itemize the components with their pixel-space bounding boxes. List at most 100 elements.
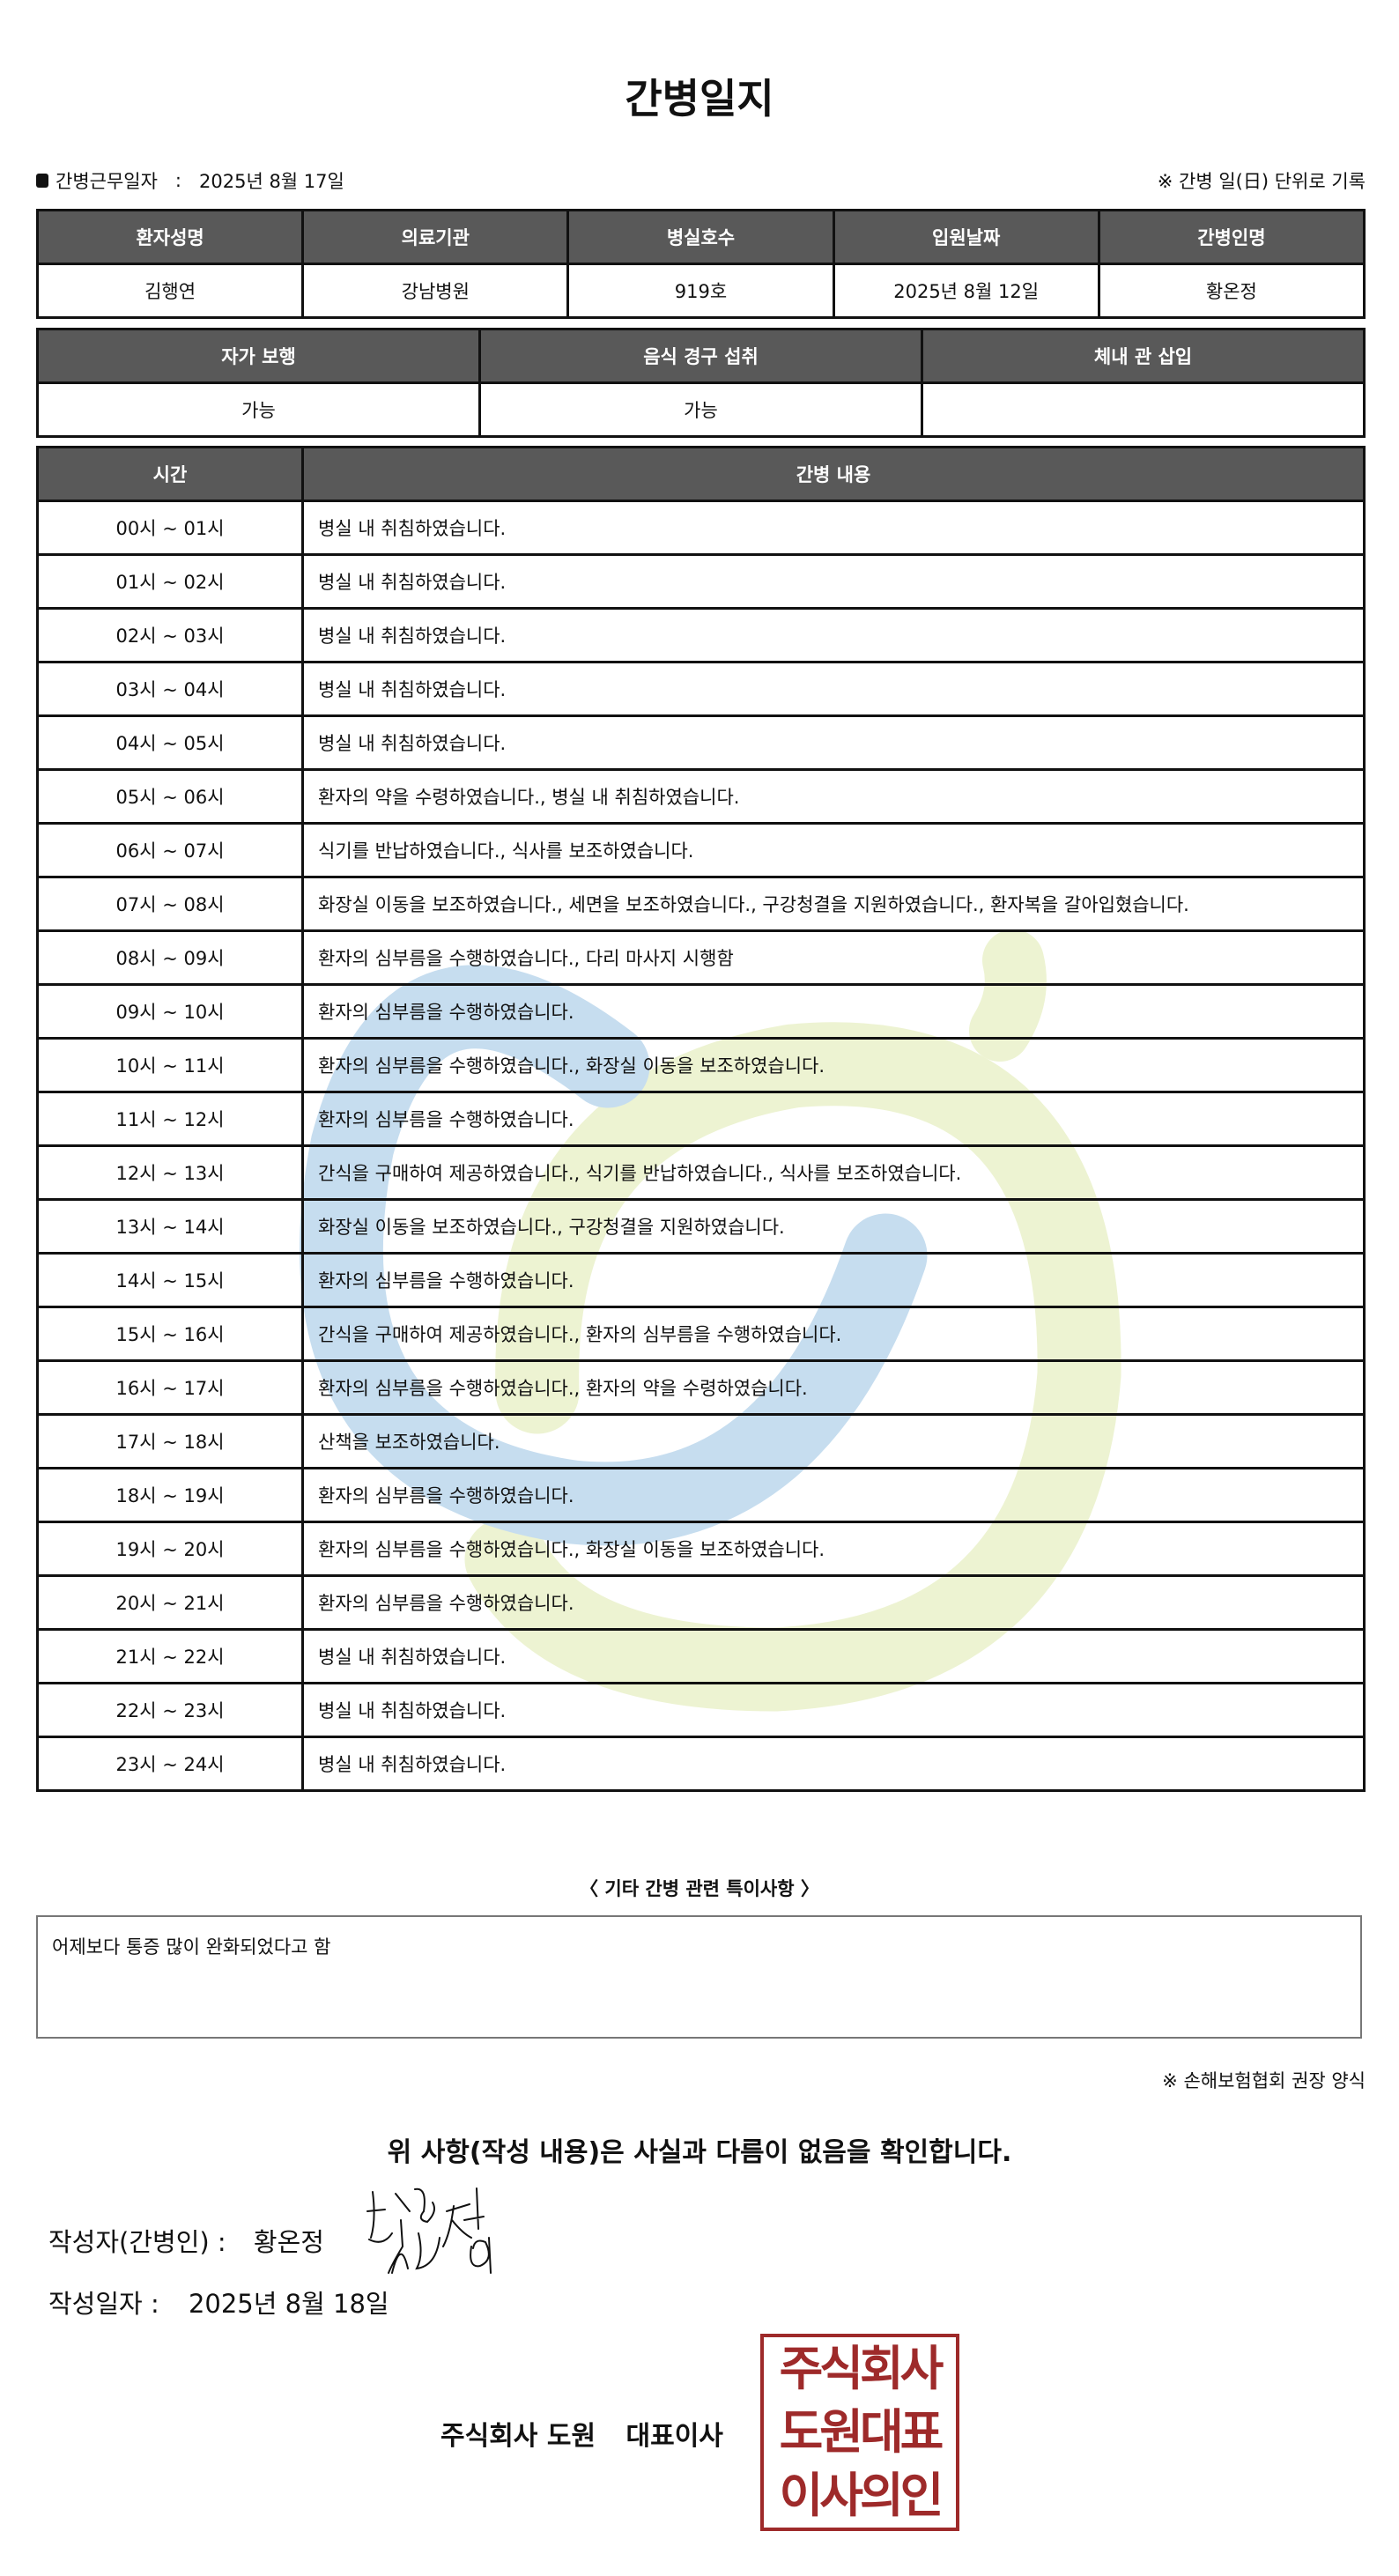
caregiver-name: 황온정: [1097, 263, 1366, 319]
special-notes-box: 어제보다 통증 많이 완화되었다고 함: [36, 1915, 1362, 2039]
care-time: 19시 ~ 20시: [36, 1521, 304, 1577]
care-content: 산책을 보조하였습니다.: [301, 1413, 1366, 1469]
header-caregiver: 간병인명: [1097, 209, 1366, 265]
care-log-row: 04시 ~ 05시 병실 내 취침하였습니다.: [36, 714, 1366, 771]
care-content: 간식을 구매하여 제공하였습니다., 식기를 반납하였습니다., 식사를 보조하…: [301, 1144, 1366, 1201]
care-log-row: 15시 ~ 16시 간식을 구매하여 제공하였습니다., 환자의 심부름을 수행하…: [36, 1306, 1366, 1362]
work-date-value: 2025년 8월 17일: [199, 171, 344, 192]
care-time: 21시 ~ 22시: [36, 1628, 304, 1684]
header-patient-name: 환자성명: [35, 209, 305, 265]
care-header-row: 시간 간병 내용: [36, 446, 1366, 502]
care-log-row: 03시 ~ 04시 병실 내 취침하였습니다.: [36, 661, 1366, 717]
care-content: 환자의 심부름을 수행하였습니다., 화장실 이동을 보조하였습니다.: [301, 1521, 1366, 1577]
header-care-content: 간병 내용: [301, 446, 1366, 502]
work-date-separator: :: [174, 170, 181, 191]
written-date-line: 작성일자 : 2025년 8월 18일: [48, 2284, 389, 2321]
care-log-row: 19시 ~ 20시 환자의 심부름을 수행하였습니다., 화장실 이동을 보조하였…: [36, 1521, 1366, 1577]
care-content: 환자의 심부름을 수행하였습니다., 화장실 이동을 보조하였습니다.: [301, 1037, 1366, 1093]
care-time: 23시 ~ 24시: [36, 1736, 304, 1792]
writer-label: 작성자(간병인) :: [48, 2227, 226, 2257]
status-value-row: 가능 가능: [36, 381, 1366, 438]
care-time: 00시 ~ 01시: [36, 500, 304, 556]
care-content: 병실 내 취침하였습니다.: [301, 1628, 1366, 1684]
company-signoff: 주식회사 도원 대표이사: [440, 2414, 723, 2453]
care-content: 환자의 심부름을 수행하였습니다.: [301, 1467, 1366, 1523]
care-log-row: 23시 ~ 24시 병실 내 취침하였습니다.: [36, 1736, 1366, 1792]
tube-insertion: [921, 381, 1366, 438]
writer-line: 작성자(간병인) : 황온정: [48, 2222, 324, 2259]
work-date: 간병근무일자 : 2025년 8월 17일: [36, 167, 344, 194]
care-log-row: 14시 ~ 15시 환자의 심부름을 수행하였습니다.: [36, 1252, 1366, 1308]
care-time: 09시 ~ 10시: [36, 983, 304, 1040]
header-hospital: 의료기관: [301, 209, 570, 265]
stamp-line: 도원대표: [779, 2404, 944, 2460]
stamp-line: 주식회사: [779, 2341, 944, 2396]
care-content: 병실 내 취침하였습니다.: [301, 661, 1366, 717]
oral-intake: 가능: [478, 381, 923, 438]
care-time: 04시 ~ 05시: [36, 714, 304, 771]
care-log-row: 08시 ~ 09시 환자의 심부름을 수행하였습니다., 다리 마사지 시행함: [36, 929, 1366, 986]
care-log-row: 18시 ~ 19시 환자의 심부름을 수행하였습니다.: [36, 1467, 1366, 1523]
care-content: 화장실 이동을 보조하였습니다., 세면을 보조하였습니다., 구강청결을 지원…: [301, 876, 1366, 932]
self-walking: 가능: [36, 381, 481, 438]
care-time: 14시 ~ 15시: [36, 1252, 304, 1308]
care-time: 20시 ~ 21시: [36, 1574, 304, 1631]
ceo-label: 대표이사: [625, 2421, 723, 2452]
care-content: 식기를 반납하였습니다., 식사를 보조하였습니다.: [301, 822, 1366, 878]
confirmation-statement: 위 사항(작성 내용)은 사실과 다름이 없음을 확인합니다.: [387, 2137, 1012, 2168]
care-log-row: 07시 ~ 08시 화장실 이동을 보조하였습니다., 세면을 보조하였습니다.,…: [36, 876, 1366, 932]
stamp-line: 이사의인: [779, 2468, 944, 2523]
care-content: 환자의 심부름을 수행하였습니다.: [301, 983, 1366, 1040]
care-content: 병실 내 취침하였습니다.: [301, 1736, 1366, 1792]
handwritten-signature: [366, 2187, 492, 2274]
care-content: 환자의 약을 수령하였습니다., 병실 내 취침하였습니다.: [301, 768, 1366, 825]
care-content: 화장실 이동을 보조하였습니다., 구강청결을 지원하였습니다.: [301, 1198, 1366, 1255]
patient-name: 김행연: [35, 263, 305, 319]
written-date-label: 작성일자 :: [48, 2289, 159, 2319]
care-log-row: 17시 ~ 18시 산책을 보조하였습니다.: [36, 1413, 1366, 1469]
record-note: ※ 간병 일(日) 단위로 기록: [1157, 171, 1366, 192]
care-log-row: 01시 ~ 02시 병실 내 취침하였습니다.: [36, 553, 1366, 610]
care-log-row: 21시 ~ 22시 병실 내 취침하였습니다.: [36, 1628, 1366, 1684]
page-title: 간병일지: [625, 75, 774, 122]
care-time: 11시 ~ 12시: [36, 1091, 304, 1147]
care-content: 환자의 심부름을 수행하였습니다.: [301, 1091, 1366, 1147]
status-header-row: 자가 보행 음식 경구 섭취 체내 관 삽입: [36, 328, 1366, 384]
patient-status-table: 자가 보행 음식 경구 섭취 체내 관 삽입 가능 가능: [36, 328, 1366, 438]
care-content: 환자의 심부름을 수행하였습니다.: [301, 1252, 1366, 1308]
company-name: 주식회사 도원: [440, 2421, 596, 2452]
care-time: 02시 ~ 03시: [36, 607, 304, 663]
care-time: 16시 ~ 17시: [36, 1359, 304, 1416]
care-log-row: 10시 ~ 11시 환자의 심부름을 수행하였습니다., 화장실 이동을 보조하였…: [36, 1037, 1366, 1093]
notes-title: 〈 기타 간병 관련 특이사항 〉: [580, 1878, 819, 1899]
bullet-square-icon: [36, 174, 48, 188]
writer-name: 황온정: [253, 2227, 324, 2257]
care-log-row: 22시 ~ 23시 병실 내 취침하였습니다.: [36, 1682, 1366, 1738]
care-log-row: 02시 ~ 03시 병실 내 취침하였습니다.: [36, 607, 1366, 663]
care-log-row: 13시 ~ 14시 화장실 이동을 보조하였습니다., 구강청결을 지원하였습니다…: [36, 1198, 1366, 1255]
written-date: 2025년 8월 18일: [188, 2289, 389, 2319]
care-content: 병실 내 취침하였습니다.: [301, 553, 1366, 610]
care-content: 병실 내 취침하였습니다.: [301, 714, 1366, 771]
care-log-row: 06시 ~ 07시 식기를 반납하였습니다., 식사를 보조하였습니다.: [36, 822, 1366, 878]
patient-header-row: 환자성명 의료기관 병실호수 입원날짜 간병인명: [35, 209, 1366, 265]
care-log-row: 11시 ~ 12시 환자의 심부름을 수행하였습니다.: [36, 1091, 1366, 1147]
care-time: 05시 ~ 06시: [36, 768, 304, 825]
care-time: 06시 ~ 07시: [36, 822, 304, 878]
work-date-label: 간병근무일자: [56, 171, 158, 192]
care-time: 10시 ~ 11시: [36, 1037, 304, 1093]
hospital: 강남병원: [301, 263, 570, 319]
care-content: 병실 내 취침하였습니다.: [301, 1682, 1366, 1738]
header-tube-insertion: 체내 관 삽입: [921, 328, 1366, 384]
room-number: 919호: [566, 263, 835, 319]
company-seal-stamp: 주식회사 도원대표 이사의인: [760, 2334, 959, 2531]
care-log-row: 05시 ~ 06시 환자의 약을 수령하였습니다., 병실 내 취침하였습니다.: [36, 768, 1366, 825]
care-content: 병실 내 취침하였습니다.: [301, 500, 1366, 556]
form-source-note: ※ 손해보험협회 권장 양식: [1162, 2070, 1366, 2091]
care-log-table: 시간 간병 내용 00시 ~ 01시 병실 내 취침하였습니다. 01시 ~ 02시…: [36, 446, 1366, 1792]
care-time: 03시 ~ 04시: [36, 661, 304, 717]
header-admission-date: 입원날짜: [832, 209, 1100, 265]
care-log-row: 16시 ~ 17시 환자의 심부름을 수행하였습니다., 환자의 약을 수령하였습…: [36, 1359, 1366, 1416]
care-content: 환자의 심부름을 수행하였습니다.: [301, 1574, 1366, 1631]
care-content: 병실 내 취침하였습니다.: [301, 607, 1366, 663]
